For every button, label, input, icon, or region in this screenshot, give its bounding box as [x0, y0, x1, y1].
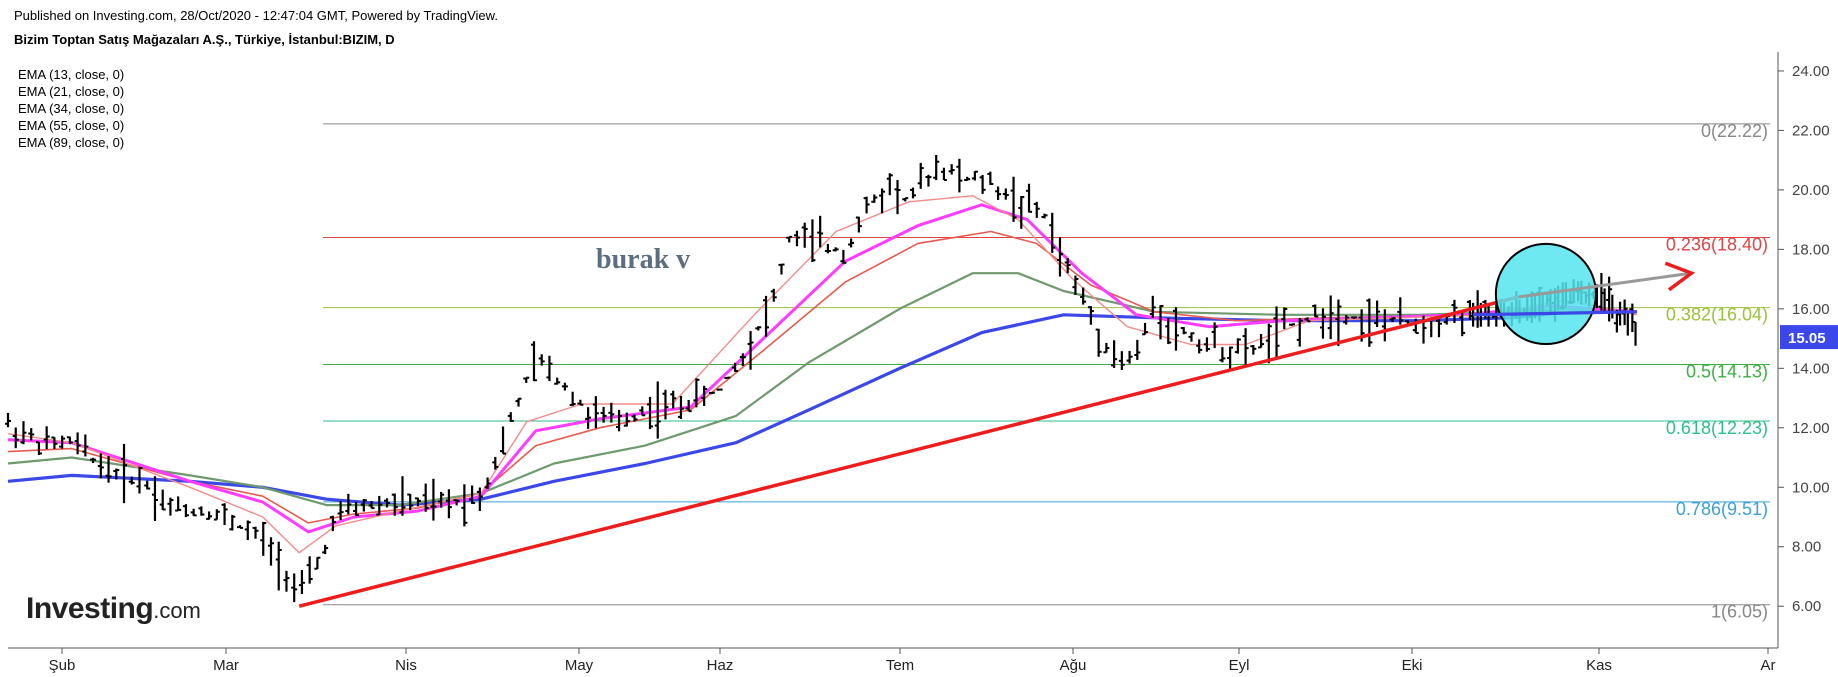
ema-line [7, 203, 1638, 534]
fib-label: 1(6.05) [1711, 602, 1768, 622]
fib-label: 0.382(16.04) [1666, 305, 1768, 325]
y-tick-label: 10.00 [1792, 479, 1830, 496]
projection-arrow-shaft [1518, 271, 1692, 299]
legend-item-ema13[interactable]: EMA (13, close, 0) [18, 67, 125, 82]
fib-label: 0.236(18.40) [1666, 234, 1768, 254]
logo-suffix: .com [153, 598, 201, 623]
legend-item-ema89[interactable]: EMA (89, close, 0) [18, 135, 125, 150]
published-caption: Published on Investing.com, 28/Oct/2020 … [14, 8, 498, 23]
x-tick-label: Haz [707, 657, 734, 674]
y-tick-label: 8.00 [1792, 539, 1821, 556]
y-tick-label: 16.00 [1792, 301, 1830, 318]
chart-header: Published on Investing.com, 28/Oct/2020 … [14, 8, 498, 47]
x-tick-label: Nis [395, 657, 417, 674]
x-tick-label: Mar [213, 657, 239, 674]
y-tick-label: 22.00 [1792, 122, 1830, 139]
ema-line [7, 230, 1637, 524]
ema-line [7, 272, 1637, 507]
fib-label: 0.786(9.51) [1676, 499, 1768, 519]
projection-arrow-head [1664, 261, 1696, 292]
last-price-badge [1780, 325, 1838, 350]
logo-text: Investing [26, 592, 154, 625]
y-tick-label: 20.00 [1792, 182, 1830, 199]
fib-label: 0(22.22) [1701, 121, 1768, 141]
x-tick-label: Şub [49, 657, 76, 674]
x-tick-label: Eyl [1229, 657, 1250, 674]
legend-item-ema55[interactable]: EMA (55, close, 0) [18, 118, 125, 133]
symbol-title: Bizim Toptan Satış Mağazaları A.Ş., Türk… [14, 32, 395, 47]
ema-line-overlay [1473, 310, 1637, 317]
support-trendline [298, 295, 1520, 608]
x-tick-label: May [565, 657, 594, 674]
investing-logo: Investing.com [26, 592, 201, 626]
indicator-legend: EMA (13, close, 0) EMA (21, close, 0) EM… [18, 66, 124, 151]
x-tick-label: Eki [1402, 657, 1423, 674]
x-tick-label: Ar [1761, 657, 1776, 674]
x-tick-label: Tem [886, 657, 914, 674]
price-bars [5, 155, 1637, 603]
y-tick-label: 6.00 [1792, 598, 1821, 615]
y-tick-label: 12.00 [1792, 420, 1830, 437]
last-price-label: 15.05 [1788, 330, 1826, 347]
y-tick-label: 18.00 [1792, 241, 1830, 258]
x-tick-label: Ağu [1060, 657, 1087, 674]
annotation-text: burak v [596, 244, 691, 275]
x-tick-label: Kas [1586, 657, 1612, 674]
fib-label: 0.5(14.13) [1686, 361, 1768, 381]
ema-line [7, 310, 1637, 507]
legend-item-ema34[interactable]: EMA (34, close, 0) [18, 101, 125, 116]
fib-label: 0.618(12.23) [1666, 418, 1768, 438]
legend-item-ema21[interactable]: EMA (21, close, 0) [18, 84, 125, 99]
y-tick-label: 24.00 [1792, 63, 1830, 80]
y-tick-label: 14.00 [1792, 360, 1830, 377]
